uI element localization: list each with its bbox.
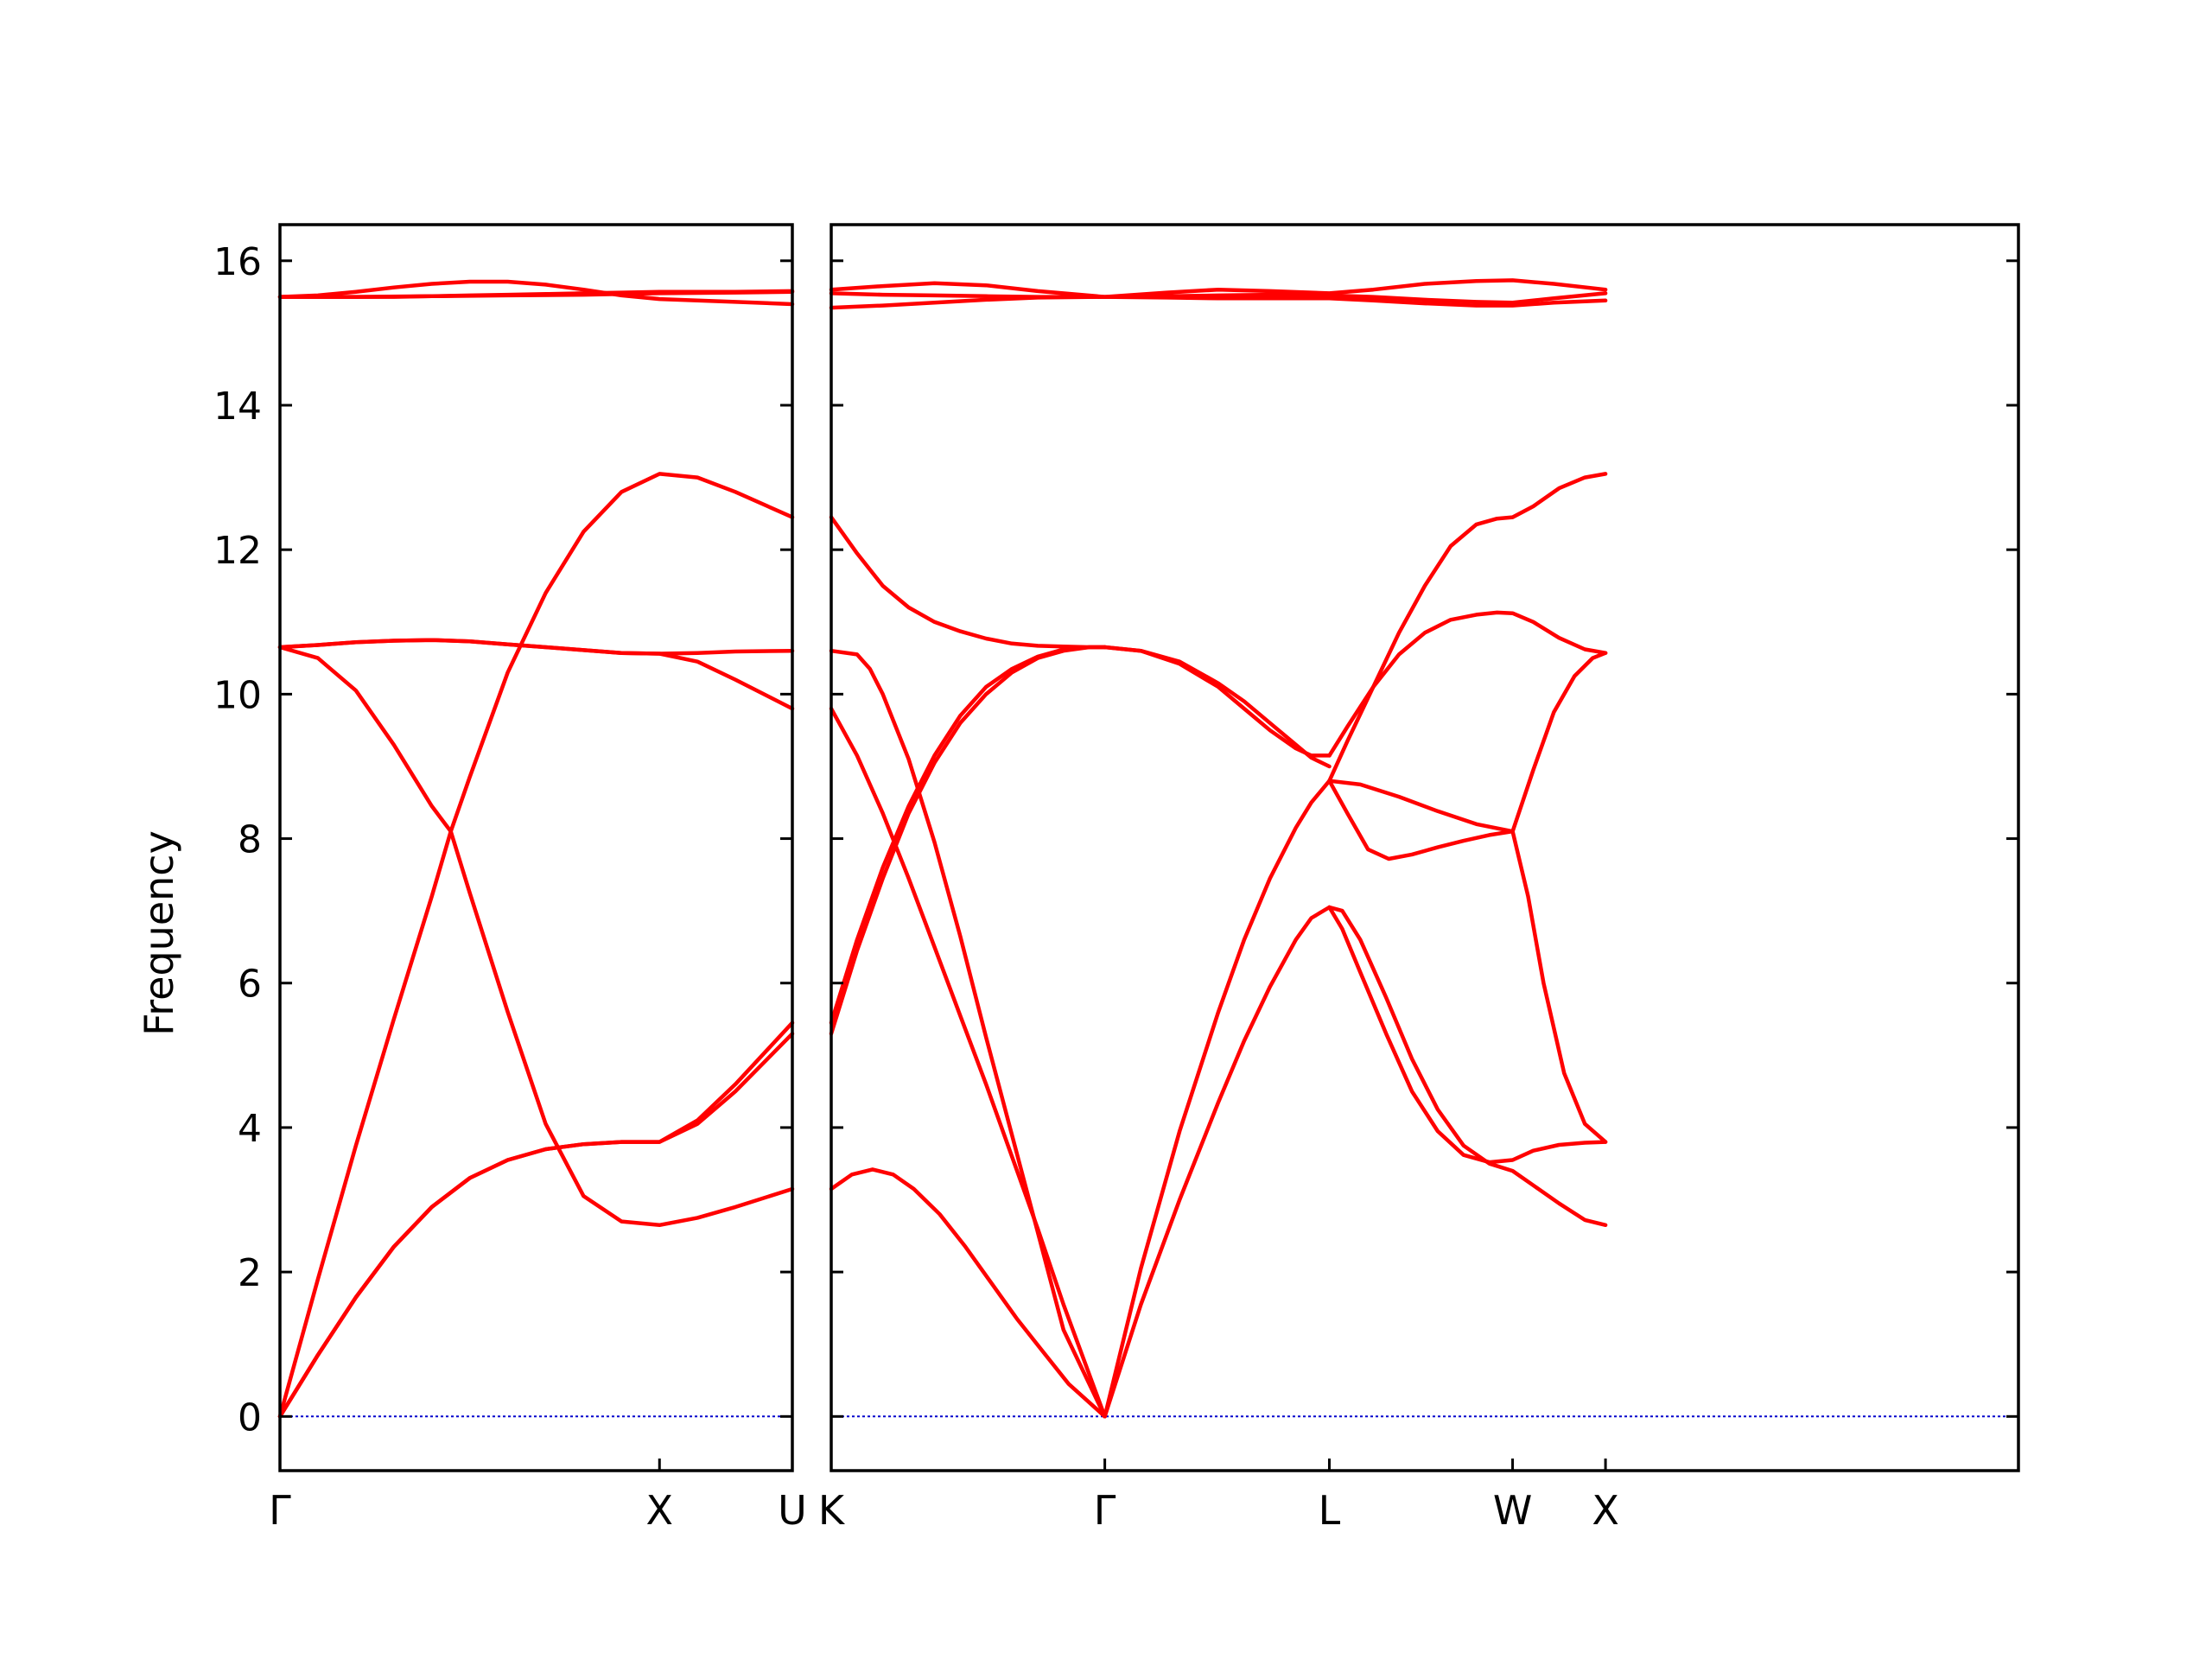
x-tick-label-left-2: U — [778, 1487, 807, 1534]
y-tick-label: 0 — [238, 1395, 262, 1440]
band-right-4 — [829, 645, 1107, 1025]
band-right-0 — [829, 1167, 1107, 1419]
panel-frame-right — [830, 223, 2020, 1472]
band-left-3 — [277, 645, 795, 1228]
band-left-5 — [277, 638, 795, 656]
y-axis-label: Frequency — [136, 830, 182, 1036]
band-right-2 — [829, 648, 1107, 1419]
band-left-8 — [277, 289, 795, 299]
band-right-7 — [1103, 779, 1332, 1419]
band-right-9 — [1103, 645, 1332, 758]
band-right-11 — [1327, 905, 1608, 1165]
band-right-15 — [1510, 651, 1608, 834]
band-left-2 — [277, 472, 795, 1419]
y-tick-label: 10 — [213, 673, 262, 717]
band-left-1 — [277, 1032, 795, 1419]
band-right-6 — [1103, 905, 1332, 1419]
band-right-1 — [829, 706, 1107, 1419]
y-tick-label: 6 — [238, 963, 262, 1007]
band-left-6 — [277, 279, 795, 307]
x-tick-label-right-4: X — [1592, 1487, 1619, 1534]
band-right-17 — [1327, 472, 1608, 783]
band-right-20 — [829, 291, 1608, 305]
band-right-12 — [1327, 779, 1515, 861]
band-right-14 — [1510, 829, 1608, 1144]
panel-frame-left — [278, 223, 794, 1472]
band-right-10 — [1327, 905, 1608, 1228]
band-right-18 — [829, 278, 1608, 299]
y-tick-label: 14 — [213, 385, 262, 429]
plot-layer: Γ X U K Γ L W X 0 2 4 6 8 10 12 14 16 — [213, 223, 2020, 1534]
x-tick-label-right-2: L — [1319, 1487, 1341, 1534]
x-tick-label-right-0: K — [818, 1487, 846, 1534]
y-tick-label: 16 — [213, 240, 262, 284]
band-right-13 — [1327, 779, 1515, 834]
y-tick-label: 12 — [213, 529, 262, 573]
x-tick-label-right-1: Γ — [1094, 1487, 1116, 1534]
band-right-5 — [829, 515, 1107, 650]
band-right-19 — [829, 295, 1608, 310]
x-tick-label-right-3: W — [1493, 1487, 1532, 1534]
y-tick-label: 8 — [238, 818, 262, 862]
x-tick-label-left-0: Γ — [269, 1487, 291, 1534]
y-tick-label: 2 — [238, 1251, 262, 1295]
y-tick-label: 4 — [238, 1107, 262, 1151]
x-tick-label-left-1: X — [646, 1487, 674, 1534]
